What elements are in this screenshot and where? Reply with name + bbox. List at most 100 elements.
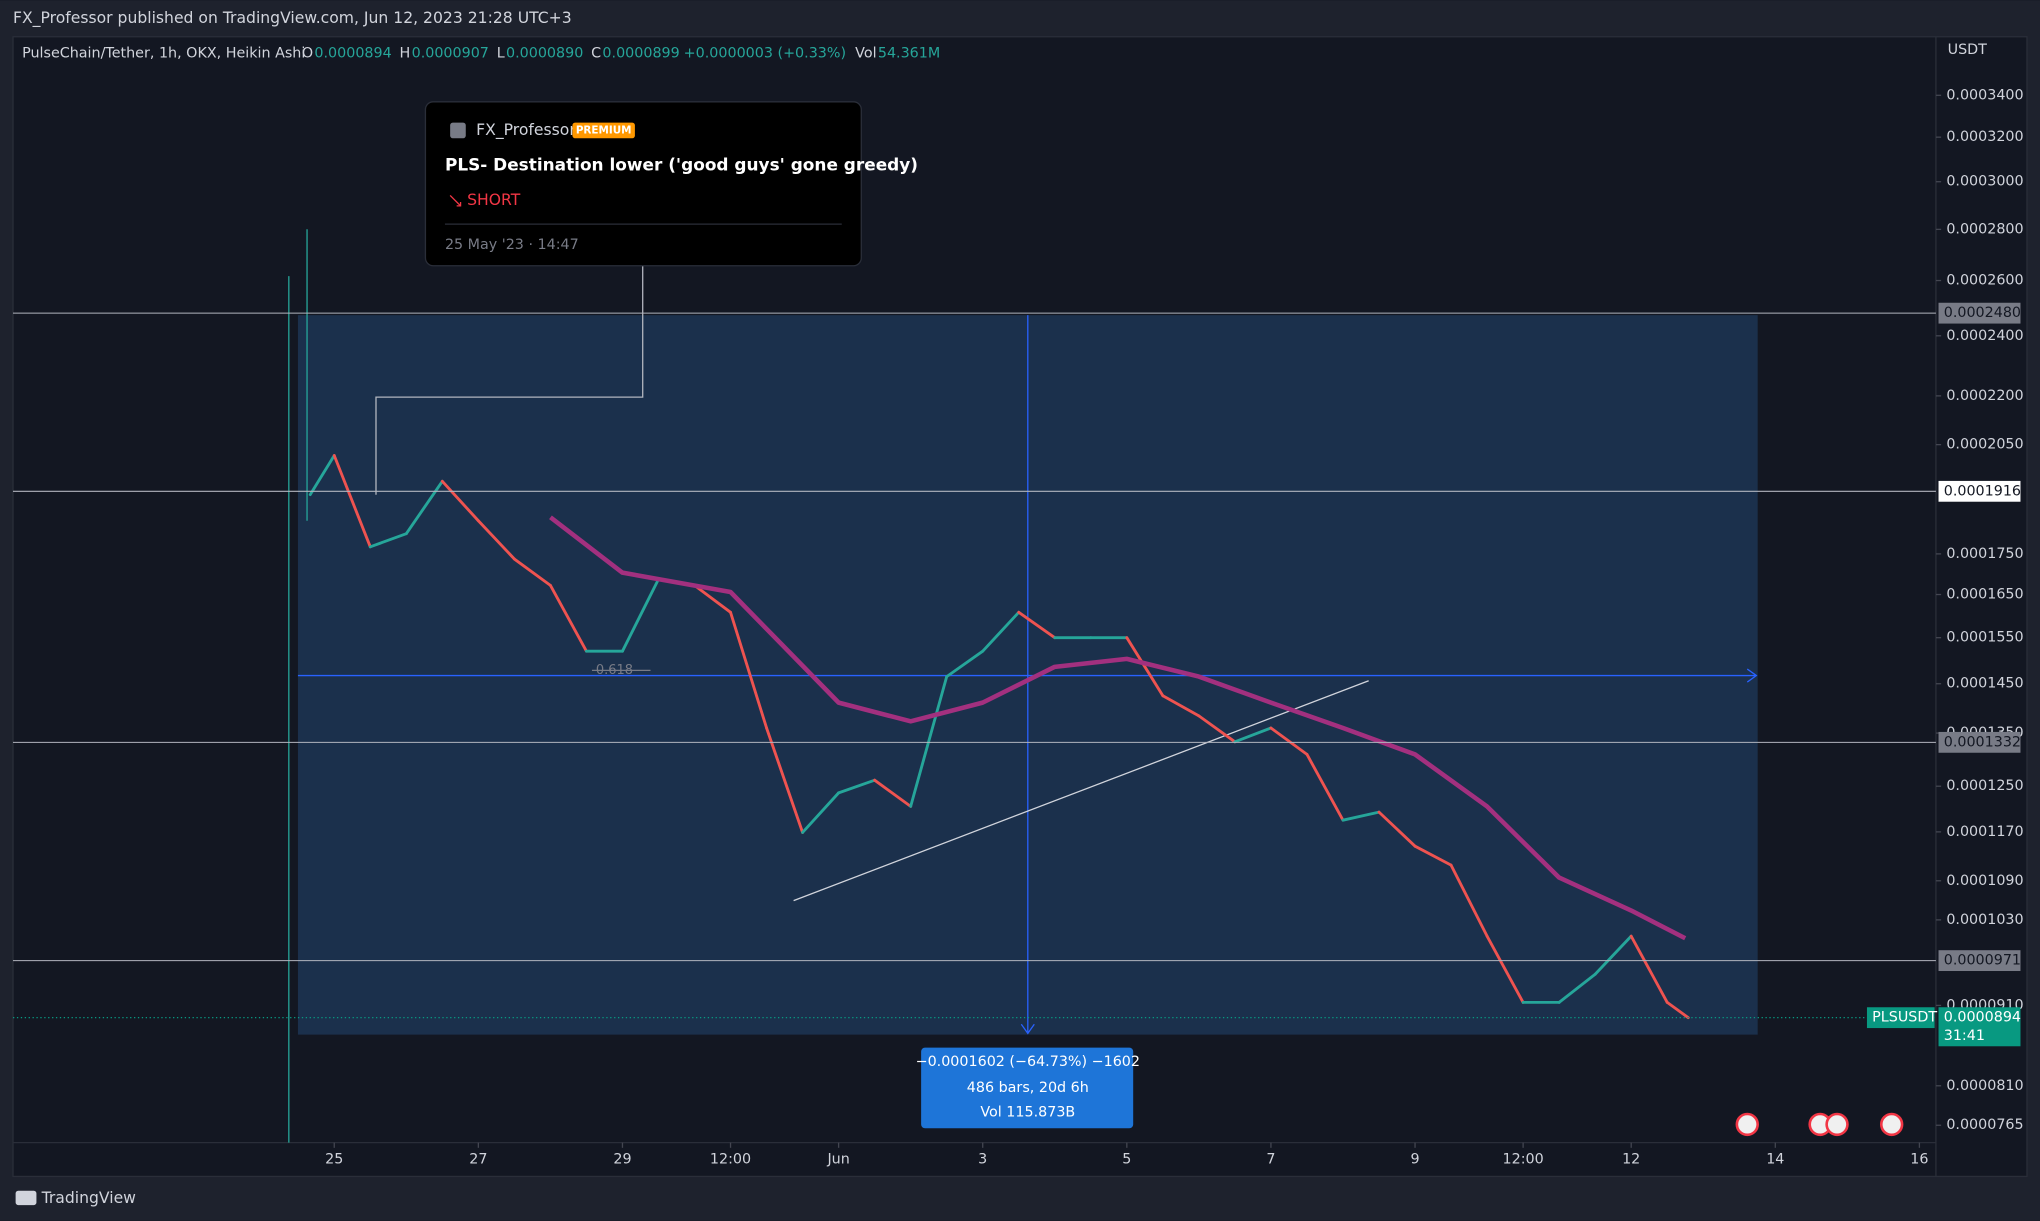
countdown: 31:41 — [1944, 1028, 1985, 1044]
x-tick-label: 3 — [978, 1152, 987, 1168]
price-segment — [1233, 726, 1273, 744]
price-segment — [1449, 863, 1489, 938]
price-segment — [765, 726, 805, 834]
ohlc-key: L — [497, 46, 505, 62]
price-segment — [909, 675, 949, 808]
idea-badge: PREMIUM — [576, 124, 632, 136]
price-segment — [1593, 934, 1633, 976]
level-label: 0.0000971 — [1944, 953, 2021, 969]
x-tick-label: 12 — [1622, 1152, 1640, 1168]
author-avatar — [450, 122, 466, 139]
idea-direction: SHORT — [467, 191, 521, 209]
y-tick-label: 0.0002800 — [1946, 221, 2023, 237]
price-segment — [308, 454, 336, 496]
price-segment — [476, 519, 516, 561]
y-tick-label: 0.0001090 — [1946, 873, 2023, 889]
symbol-label: PLSUSDT — [1872, 1010, 1937, 1026]
brand-logo — [15, 1190, 37, 1206]
ohlc-key: O — [302, 46, 313, 62]
price-segment — [512, 557, 552, 587]
price-segment — [693, 583, 732, 614]
y-tick-label: 0.0002050 — [1946, 437, 2023, 453]
price-segment — [332, 454, 372, 549]
idea-title: PLS- Destination lower ('good guys' gone… — [445, 155, 918, 175]
price-segment — [945, 649, 985, 679]
ohlc-value: 0.0000890 — [506, 46, 583, 62]
short-icon — [449, 195, 462, 207]
ohlc-key: C — [591, 46, 601, 62]
currency: USDT — [1948, 42, 1988, 58]
published-line: FX_Professor published on TradingView.co… — [13, 9, 572, 28]
price-segment — [1413, 844, 1453, 867]
x-tick-label: 16 — [1910, 1152, 1928, 1168]
x-tick-label: 27 — [469, 1152, 487, 1168]
event-flag[interactable] — [1879, 1112, 1904, 1137]
x-tick-label: 25 — [325, 1152, 343, 1168]
y-tick-label: 0.0003000 — [1946, 174, 2023, 190]
x-tick-label: 7 — [1266, 1152, 1275, 1168]
measure-label — [921, 1047, 1134, 1129]
y-tick-label: 0.0001750 — [1946, 546, 2023, 562]
plot — [308, 454, 1690, 1020]
fib-label: 0.618 — [596, 663, 633, 678]
ohlc-value: 0.0000899 — [602, 46, 679, 62]
price-segment — [1485, 934, 1525, 1004]
price-segment — [1629, 934, 1669, 1004]
y-tick-label: 0.0003400 — [1946, 87, 2023, 103]
event-flag[interactable] — [1735, 1112, 1759, 1137]
trend-line — [793, 680, 1369, 902]
volume-value: 54.361M — [878, 46, 940, 62]
y-tick-label: 0.0001250 — [1946, 778, 2023, 794]
volume-key: Vol — [855, 46, 876, 62]
symbol-label-bg — [1866, 1007, 1935, 1029]
y-tick-label: 0.0001650 — [1946, 587, 2023, 603]
price-segment — [548, 583, 588, 653]
price-segment — [1017, 610, 1057, 640]
level-label-bg — [1938, 731, 2021, 753]
price-segment — [1305, 752, 1345, 822]
measure-bars: 486 bars, 20d 6h — [967, 1080, 1089, 1096]
current-label-bg — [1938, 1007, 2021, 1047]
y-tick-label: 0.0001170 — [1946, 824, 2023, 840]
price-segment — [801, 791, 841, 834]
price-segment — [981, 610, 1021, 653]
change: +0.0000003 (+0.33%) — [684, 46, 846, 62]
y-tick-label: 0.0002600 — [1946, 273, 2023, 289]
x-tick-label: 12:00 — [710, 1152, 751, 1168]
price-segment — [621, 577, 660, 653]
y-tick-label: 0.0002400 — [1946, 328, 2023, 344]
y-tick-label: 0.0000810 — [1946, 1078, 2023, 1094]
x-tick-label: 9 — [1410, 1152, 1419, 1168]
y-tick-label: 0.0001550 — [1946, 630, 2023, 646]
legend: PulseChain/Tether, 1h, OKX, Heikin Ashi … — [22, 46, 940, 62]
x-tick-label: 12:00 — [1503, 1152, 1544, 1168]
y-tick-label: 0.0001030 — [1946, 912, 2023, 928]
x-tick-label: 14 — [1766, 1152, 1784, 1168]
price-segment — [368, 532, 408, 549]
symbol: PulseChain/Tether, 1h, OKX, Heikin Ashi — [22, 46, 305, 62]
level-label: 0.0002480 — [1944, 305, 2021, 321]
level-label-bg — [1938, 302, 2021, 324]
brand: TradingView — [41, 1189, 137, 1207]
x-tick-label: 5 — [1122, 1152, 1131, 1168]
measure-change: −0.0001602 (−64.73%) −1602 — [916, 1054, 1140, 1070]
price-segment — [1197, 714, 1237, 744]
event-flag[interactable] — [1825, 1112, 1849, 1137]
idea-author: FX_Professor — [476, 121, 576, 140]
level-label: 0.0001332 — [1944, 734, 2021, 750]
price-segment — [440, 479, 480, 523]
ohlc-value: 0.0000907 — [412, 46, 489, 62]
price-segment — [837, 778, 877, 795]
level-label-bg — [1938, 950, 2021, 972]
price-segment — [1341, 810, 1381, 822]
y-tick-label: 0.0001450 — [1946, 676, 2023, 692]
badge-bg — [572, 122, 635, 139]
level-label-bg — [1938, 480, 2021, 502]
price-segment — [873, 778, 913, 808]
arrow-head — [1746, 668, 1758, 683]
current-label: 0.0000894 — [1944, 1010, 2021, 1026]
idea-connector — [375, 265, 644, 495]
price-segment — [1125, 636, 1165, 698]
ohlc-value: 0.0000894 — [314, 46, 391, 62]
